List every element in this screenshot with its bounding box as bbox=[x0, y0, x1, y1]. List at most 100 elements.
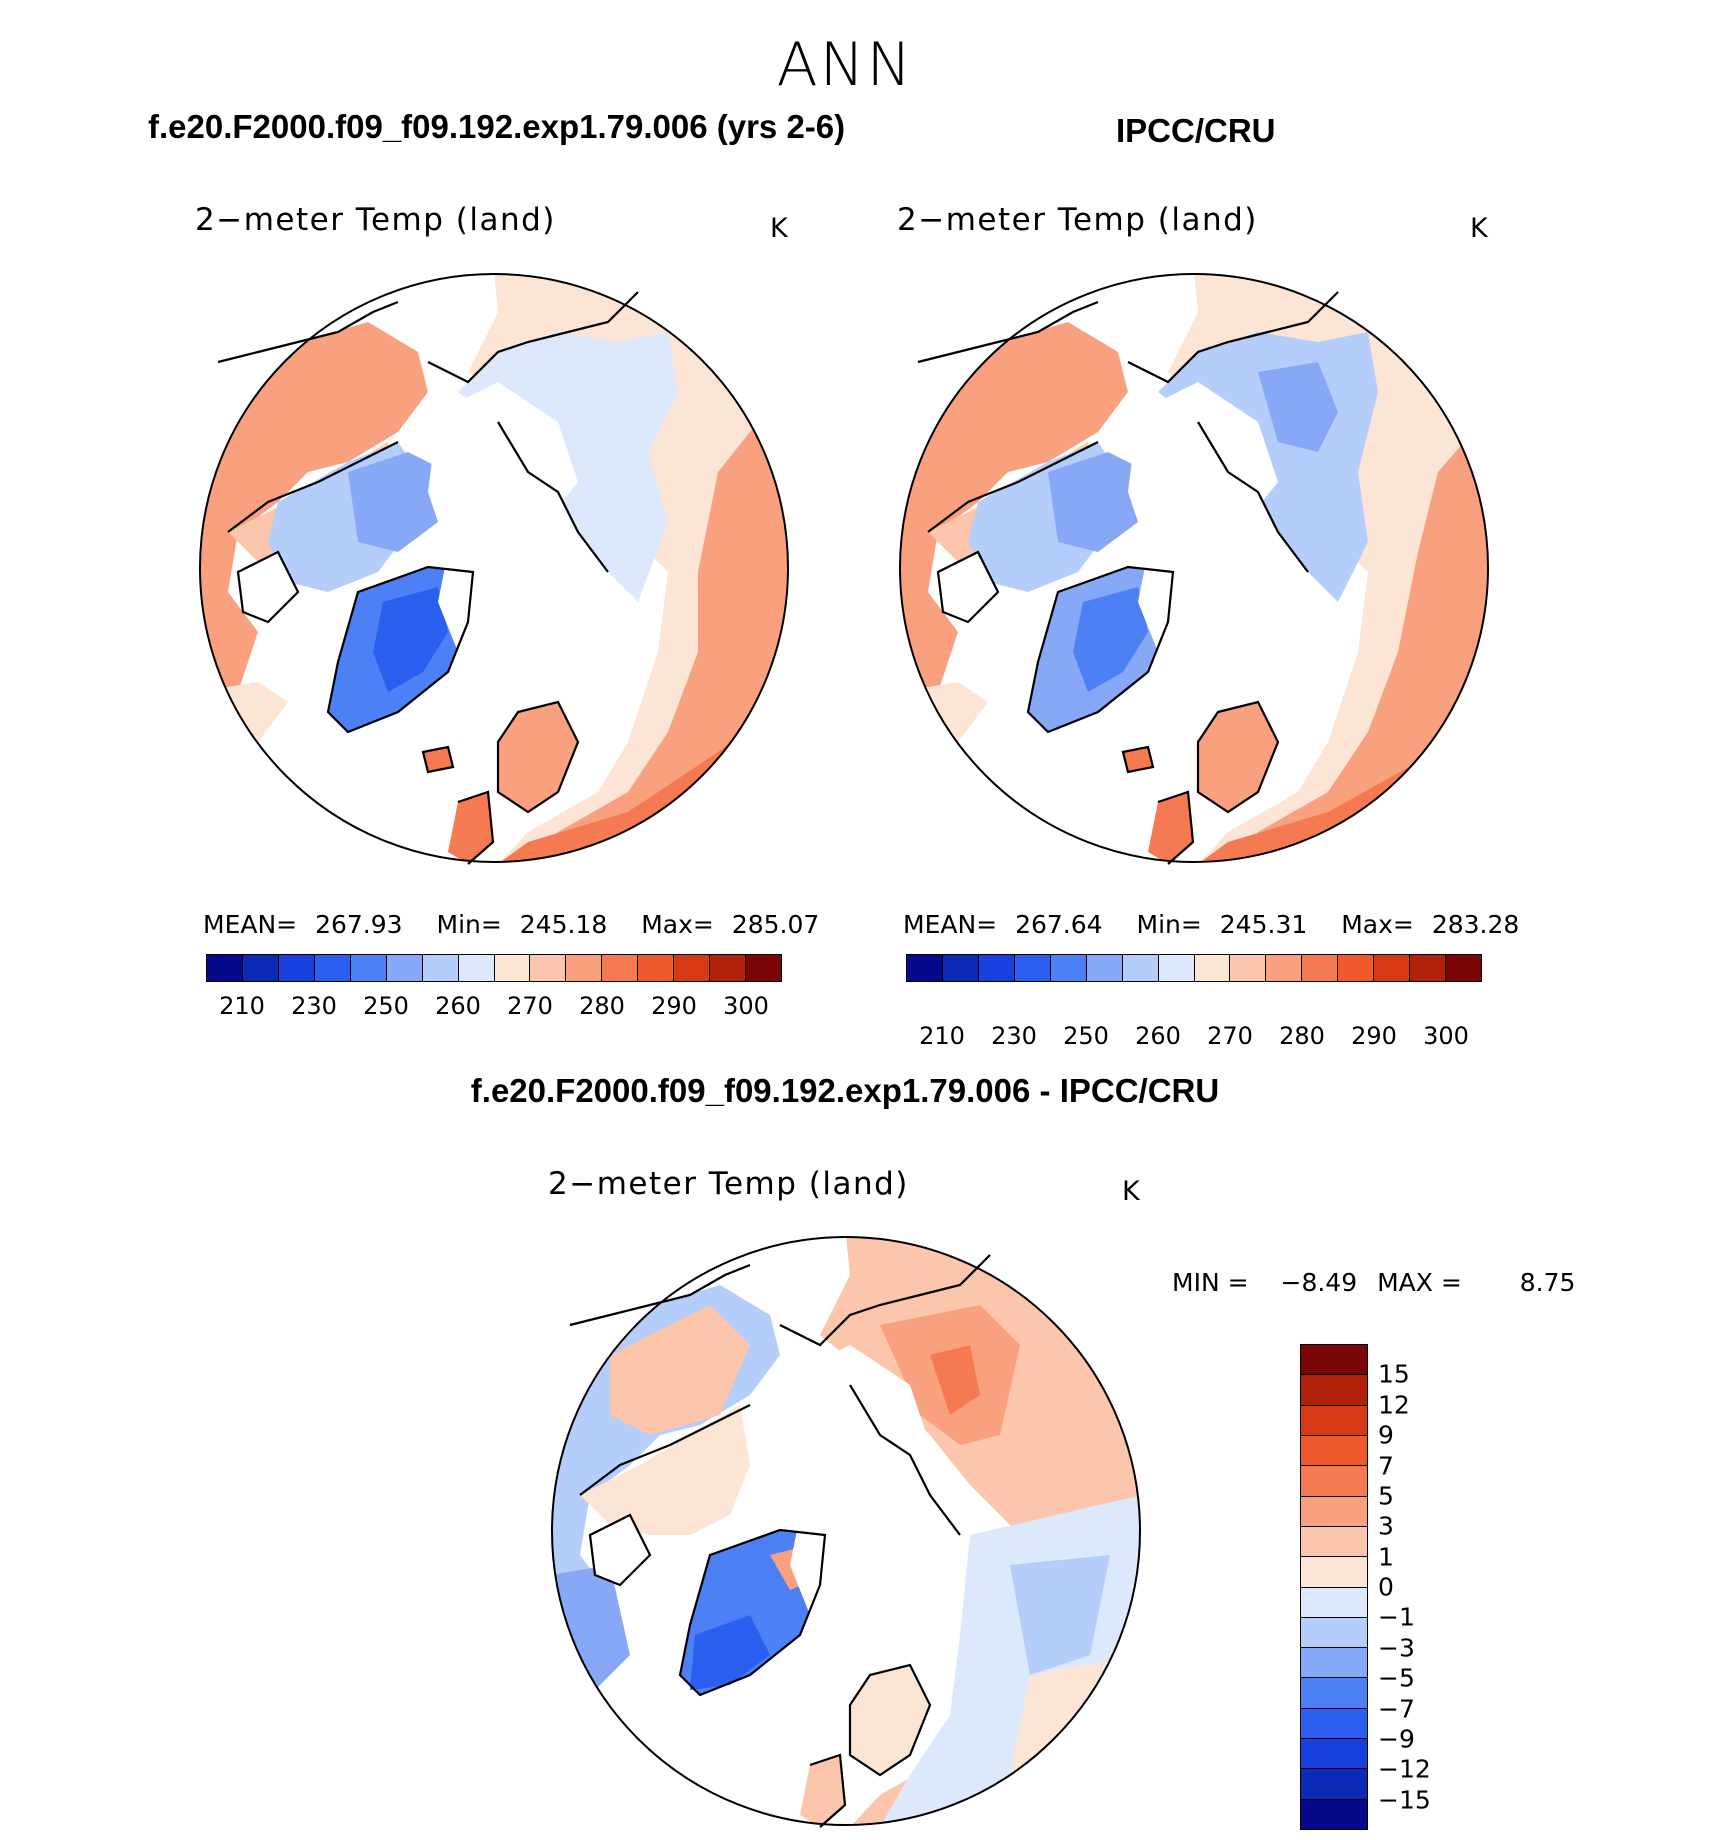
obs-mean-label: MEAN= bbox=[903, 910, 998, 939]
obs-colorbar-box bbox=[1158, 955, 1195, 981]
diff-colorbar-box bbox=[1301, 1375, 1367, 1406]
obs-max-label: Max= bbox=[1341, 910, 1414, 939]
obs-colorbar-ticks: 210 230 250 260 270 280 290 300 bbox=[906, 1022, 1482, 1052]
uk-region bbox=[448, 792, 493, 862]
diff-colorbar-box bbox=[1301, 1678, 1367, 1709]
obs-colorbar-box bbox=[1338, 955, 1375, 981]
diff-colorbar-tick-label: −9 bbox=[1378, 1724, 1415, 1754]
model-colorbar-ticks: 210 230 250 260 270 280 290 300 bbox=[206, 992, 782, 1022]
model-colorbar-box bbox=[458, 955, 495, 981]
diff-colorbar-tick-label: 0 bbox=[1378, 1572, 1394, 1602]
diff-max-value: 8.75 bbox=[1519, 1268, 1576, 1297]
model-min-label: Min= bbox=[436, 910, 502, 939]
model-colorbar-box bbox=[350, 955, 387, 981]
model-colorbar-tick-label: 280 bbox=[579, 992, 625, 1020]
obs-colorbar-tick-label: 300 bbox=[1423, 1022, 1469, 1050]
model-colorbar-tick-label: 250 bbox=[363, 992, 409, 1020]
diff-colorbar bbox=[1300, 1344, 1368, 1830]
diff-colorbar-box bbox=[1301, 1345, 1367, 1376]
diff-colorbar-box bbox=[1301, 1587, 1367, 1618]
north-america-warm-region bbox=[200, 322, 428, 692]
obs-colorbar-box bbox=[978, 955, 1015, 981]
obs-colorbar-box bbox=[942, 955, 979, 981]
model-colorbar-box bbox=[566, 955, 603, 981]
obs-colorbar-tick-label: 210 bbox=[919, 1022, 965, 1050]
diff-colorbar-tick-label: −3 bbox=[1378, 1633, 1415, 1663]
obs-colorbar-tick-label: 280 bbox=[1279, 1022, 1325, 1050]
obs-colorbar-tick-label: 230 bbox=[991, 1022, 1037, 1050]
model-colorbar-box bbox=[242, 955, 279, 981]
obs-colorbar-box bbox=[1014, 955, 1051, 981]
model-colorbar bbox=[206, 954, 782, 982]
obs-max-value: 283.28 bbox=[1431, 910, 1520, 939]
model-colorbar-box bbox=[710, 955, 747, 981]
diff-colorbar-box bbox=[1301, 1466, 1367, 1497]
diff-variable-title: 2−meter Temp (land) bbox=[548, 1166, 909, 1202]
model-polar-map bbox=[199, 273, 789, 865]
diff-colorbar-tick-label: 5 bbox=[1378, 1481, 1394, 1511]
model-colorbar-tick-label: 230 bbox=[291, 992, 337, 1020]
model-colorbar-tick-label: 210 bbox=[219, 992, 265, 1020]
diff-polar-map bbox=[551, 1236, 1141, 1828]
obs-colorbar-box bbox=[1302, 955, 1339, 981]
model-colorbar-box bbox=[638, 955, 675, 981]
obs-colorbar-box bbox=[1050, 955, 1087, 981]
diff-min-value: −8.49 bbox=[1280, 1268, 1358, 1297]
obs-colorbar-tick-label: 260 bbox=[1135, 1022, 1181, 1050]
scandinavia bbox=[498, 702, 578, 812]
obs-colorbar-box bbox=[1446, 955, 1481, 981]
model-colorbar-box bbox=[530, 955, 567, 981]
diff-colorbar-box bbox=[1301, 1648, 1367, 1679]
diff-case-title: f.e20.F2000.f09_f09.192.exp1.79.006 - IP… bbox=[470, 1072, 1220, 1109]
diff-colorbar-box bbox=[1301, 1769, 1367, 1800]
diff-colorbar-box bbox=[1301, 1799, 1367, 1829]
model-colorbar-tick-label: 260 bbox=[435, 992, 481, 1020]
model-colorbar-tick-label: 270 bbox=[507, 992, 553, 1020]
model-case-title: f.e20.F2000.f09_f09.192.exp1.79.006 (yrs… bbox=[148, 108, 846, 145]
diff-colorbar-tick-label: 9 bbox=[1378, 1420, 1394, 1450]
diff-colorbar-box bbox=[1301, 1435, 1367, 1467]
model-colorbar-box bbox=[422, 955, 459, 981]
obs-min-label: Min= bbox=[1136, 910, 1202, 939]
greenland-core bbox=[373, 587, 448, 692]
arctic-ocean bbox=[428, 382, 578, 652]
season-title: ANN bbox=[776, 30, 914, 100]
obs-colorbar-tick-label: 250 bbox=[1063, 1022, 1109, 1050]
diff-colorbar-tick-label: −5 bbox=[1378, 1663, 1415, 1693]
model-mean-label: MEAN= bbox=[203, 910, 298, 939]
diff-max-label: MAX = bbox=[1377, 1268, 1462, 1297]
diff-colorbar-tick-label: −15 bbox=[1378, 1785, 1431, 1815]
model-mean-value: 267.93 bbox=[315, 910, 403, 939]
obs-colorbar-box bbox=[1230, 955, 1267, 981]
obs-variable-title: 2−meter Temp (land) bbox=[897, 202, 1258, 238]
hudson-bay bbox=[238, 552, 298, 622]
obs-colorbar-box bbox=[1194, 955, 1231, 981]
obs-colorbar-box bbox=[1410, 955, 1447, 981]
diff-colorbar-tick-label: −1 bbox=[1378, 1602, 1415, 1632]
diff-colorbar-tick-label: −7 bbox=[1378, 1694, 1415, 1723]
diff-colorbar-box bbox=[1301, 1739, 1367, 1770]
diff-colorbar-tick-label: −12 bbox=[1378, 1754, 1431, 1784]
model-colorbar-tick-label: 300 bbox=[723, 992, 769, 1020]
diff-colorbar-tick-label: 1 bbox=[1378, 1542, 1394, 1572]
diff-colorbar-box bbox=[1301, 1708, 1367, 1740]
obs-colorbar-box bbox=[1266, 955, 1303, 981]
obs-stats: MEAN= 267.64 Min= 245.31 Max= 283.28 bbox=[903, 910, 1519, 939]
arctic-archipelago bbox=[348, 452, 448, 552]
model-unit-label: K bbox=[770, 213, 788, 244]
diff-colorbar-box bbox=[1301, 1496, 1367, 1527]
diff-colorbar-box bbox=[1301, 1526, 1367, 1558]
model-min-value: 245.18 bbox=[519, 910, 608, 939]
model-max-label: Max= bbox=[641, 910, 714, 939]
model-variable-title: 2−meter Temp (land) bbox=[195, 202, 556, 238]
model-stats: MEAN= 267.93 Min= 245.18 Max= 285.07 bbox=[203, 910, 819, 939]
diff-min-label: MIN = bbox=[1172, 1268, 1249, 1297]
obs-mean-value: 267.64 bbox=[1015, 910, 1103, 939]
model-colorbar-box bbox=[386, 955, 423, 981]
diff-colorbar-tick-label: 3 bbox=[1378, 1511, 1394, 1541]
diff-colorbar-box bbox=[1301, 1617, 1367, 1649]
obs-min-value: 245.31 bbox=[1219, 910, 1308, 939]
model-colorbar-box bbox=[746, 955, 781, 981]
model-max-value: 285.07 bbox=[731, 910, 820, 939]
model-colorbar-box bbox=[602, 955, 639, 981]
